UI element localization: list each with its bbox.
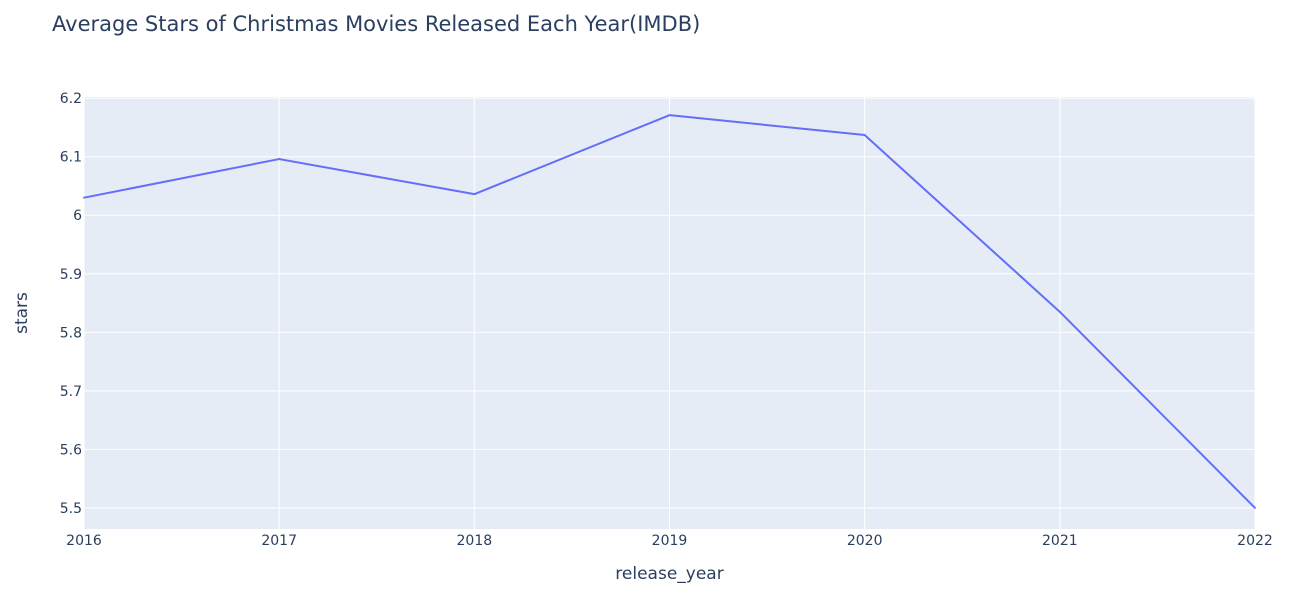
grid-lines — [83, 97, 1256, 529]
series-layer — [83, 114, 1256, 509]
y-tick-label: 6 — [73, 208, 82, 224]
data-point — [278, 158, 281, 160]
data-point — [83, 196, 85, 199]
x-tick-label: 2019 — [652, 533, 688, 549]
x-tick-label: 2022 — [1237, 533, 1273, 549]
x-tick-label: 2017 — [261, 533, 297, 549]
data-point — [473, 193, 476, 196]
y-tick-label: 6.1 — [60, 150, 82, 166]
y-tick-label: 5.8 — [60, 325, 82, 341]
data-point — [1254, 507, 1256, 509]
y-tick-label: 5.7 — [60, 384, 82, 400]
data-point — [863, 134, 866, 136]
y-tick-label: 5.9 — [60, 267, 82, 283]
data-point — [668, 114, 671, 117]
y-tick-label: 5.6 — [60, 442, 82, 458]
chart-title: Average Stars of Christmas Movies Releas… — [52, 12, 701, 36]
x-tick-label: 2020 — [847, 533, 883, 549]
x-axis-title: release_year — [615, 564, 723, 584]
x-tick-label: 2016 — [66, 533, 102, 549]
y-tick-label: 5.5 — [60, 501, 82, 517]
y-tick-label: 6.2 — [60, 91, 82, 107]
tick-labels: 2016 2017 2018 2019 2020 2021 2022 5.5 5.6 5.7 5.8… — [60, 91, 1273, 549]
data-point — [1058, 310, 1061, 313]
y-axis-title: stars — [12, 292, 32, 334]
x-tick-label: 2021 — [1042, 533, 1078, 549]
x-tick-label: 2018 — [457, 533, 493, 549]
